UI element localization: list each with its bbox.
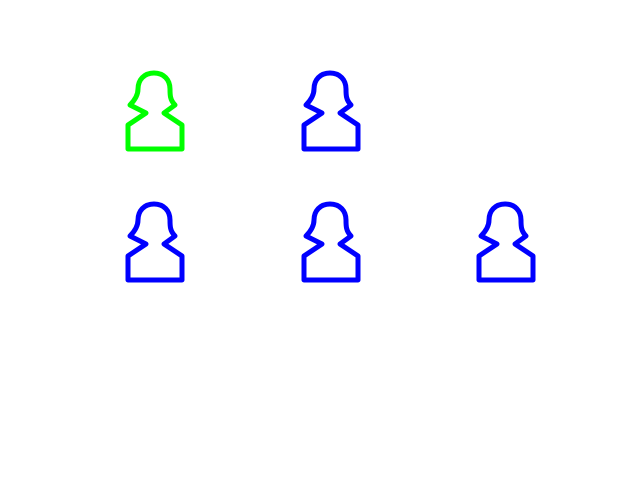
person-icon — [125, 201, 185, 283]
person-icon — [125, 70, 185, 152]
person-icon — [476, 201, 536, 283]
person-icon-1[interactable] — [119, 67, 189, 157]
person-icon-5[interactable] — [470, 198, 540, 288]
person-icon — [301, 70, 361, 152]
person-icon-2[interactable] — [295, 67, 365, 157]
person-icon-4[interactable] — [295, 198, 365, 288]
person-icon — [301, 201, 361, 283]
person-icon-3[interactable] — [119, 198, 189, 288]
